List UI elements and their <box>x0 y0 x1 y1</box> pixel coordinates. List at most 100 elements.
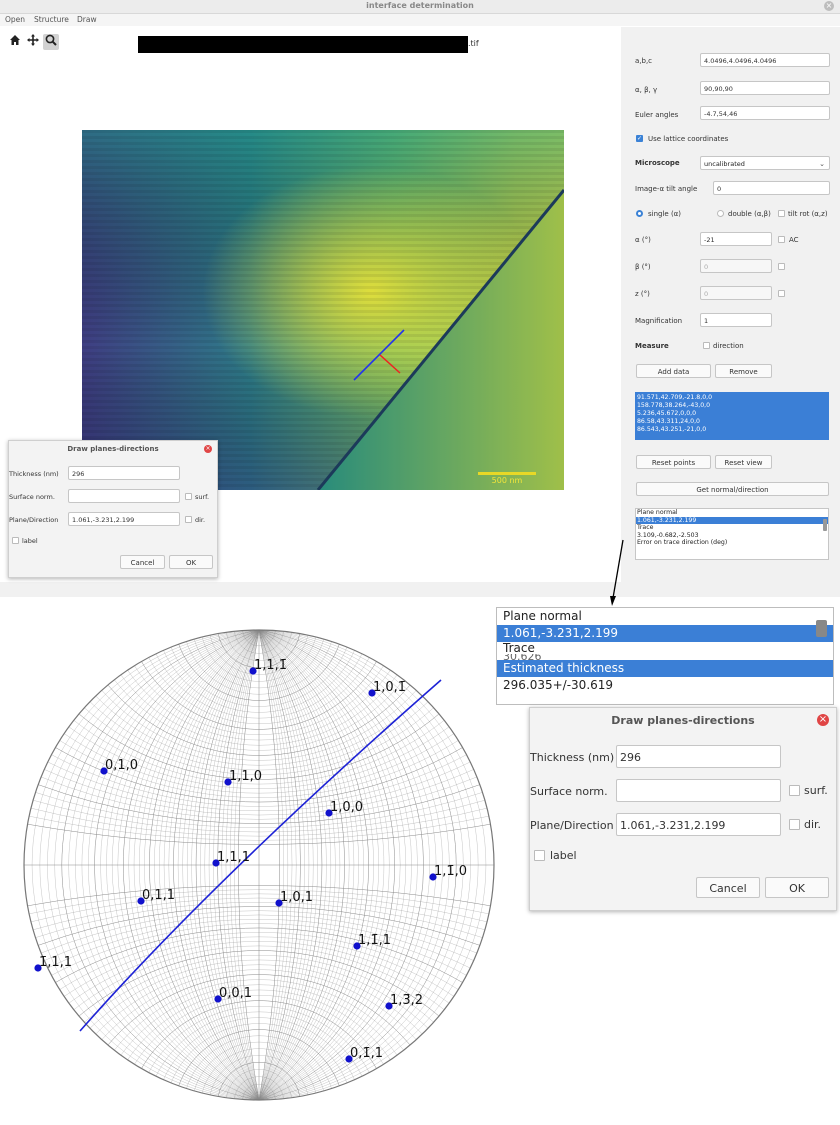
angles-input[interactable]: 90,90,90 <box>700 81 830 95</box>
list-item[interactable]: Trace <box>637 524 654 531</box>
close-icon[interactable]: × <box>817 714 829 726</box>
ac-checkbox[interactable] <box>778 236 785 243</box>
alpha-input[interactable]: -21 <box>700 232 772 246</box>
list-item-partial[interactable]: 30.626 <box>497 654 833 660</box>
dir-label: dir. <box>195 516 206 524</box>
pole-label: 1,0,1 <box>280 890 313 905</box>
menu-structure[interactable]: Structure <box>34 15 69 24</box>
single-radio[interactable] <box>636 210 643 217</box>
direction-checkbox[interactable] <box>703 342 710 349</box>
pole-marker <box>100 767 108 775</box>
list-item[interactable]: 86.58,43.311,24,0,0 <box>637 418 700 425</box>
pole-label: 0,1,0 <box>105 758 138 773</box>
plane-input[interactable]: 1.061,-3.231,2.199 <box>68 512 180 526</box>
z-checkbox[interactable] <box>778 290 785 297</box>
abc-input[interactable]: 4.0496,4.0496,4.0496 <box>700 53 830 67</box>
list-item[interactable]: 86.543,43.251,-21,0,0 <box>637 426 707 433</box>
results-scrollbar[interactable] <box>823 519 827 531</box>
pole-marker <box>137 897 145 905</box>
zoom-scrollbar[interactable] <box>816 620 827 637</box>
add-data-button[interactable]: Add data <box>636 364 711 378</box>
list-item[interactable]: 1.061,-3.231,2.199 <box>497 625 833 642</box>
microscope-label: Microscope <box>635 159 680 167</box>
lattice-label: Use lattice coordinates <box>648 135 729 143</box>
zoom-icon[interactable] <box>43 34 59 50</box>
micrograph-image[interactable] <box>82 130 564 490</box>
scale-bar <box>478 472 536 475</box>
pole-label: 1,0,1̄ <box>373 680 406 695</box>
plane-label: Plane/Direction <box>9 516 59 524</box>
list-item[interactable]: 158.778,38.264,-43,0,0 <box>637 402 711 409</box>
window-close-icon[interactable]: × <box>824 1 834 11</box>
z-label: z (°) <box>635 290 650 298</box>
tiltrot-checkbox[interactable] <box>778 210 785 217</box>
list-item[interactable]: 1.061,-3.231,2.199 <box>636 516 828 524</box>
pole-marker <box>325 809 333 817</box>
surface-input[interactable] <box>616 779 781 802</box>
dir-checkbox[interactable] <box>185 516 192 523</box>
beta-input[interactable]: 0 <box>700 259 772 273</box>
ok-button[interactable]: OK <box>765 877 829 898</box>
dir-checkbox[interactable] <box>789 819 800 830</box>
surf-checkbox[interactable] <box>789 785 800 796</box>
ac-label: AC <box>789 236 799 244</box>
label-checkbox[interactable] <box>534 850 545 861</box>
thickness-input[interactable]: 296 <box>68 466 180 480</box>
remove-button[interactable]: Remove <box>715 364 772 378</box>
pole-label: 1,1,1 <box>217 850 250 865</box>
cancel-button[interactable]: Cancel <box>696 877 760 898</box>
pan-icon[interactable] <box>25 34 41 50</box>
angles-label: α, β, γ <box>635 86 658 94</box>
menu-open[interactable]: Open <box>5 15 26 24</box>
list-item[interactable]: Trace <box>503 641 535 655</box>
cancel-button[interactable]: Cancel <box>120 555 165 569</box>
label-label: label <box>22 537 38 545</box>
surf-checkbox[interactable] <box>185 493 192 500</box>
microscope-select[interactable]: uncalibrated ⌄ <box>700 156 830 170</box>
list-item[interactable]: 3.109,-0.682,-2.503 <box>637 531 699 539</box>
mag-input[interactable]: 1 <box>700 313 772 327</box>
results-list[interactable]: Plane normal 1.061,-3.231,2.199 Trace 3.… <box>635 508 829 560</box>
close-icon[interactable]: × <box>204 445 212 453</box>
double-radio[interactable] <box>717 210 724 217</box>
list-item[interactable]: Estimated thickness <box>497 660 833 677</box>
list-item[interactable]: 91.571,42.709,-21.8,0,0 <box>637 394 713 401</box>
redacted-filename <box>138 36 468 53</box>
thickness-label: Thickness (nm) <box>9 470 59 478</box>
get-normal-button[interactable]: Get normal/direction <box>636 482 829 496</box>
wulff-net-grid <box>24 629 494 1101</box>
reset-view-button[interactable]: Reset view <box>715 455 772 469</box>
surface-input[interactable] <box>68 489 180 503</box>
list-item[interactable]: Plane normal <box>503 609 582 623</box>
beta-checkbox[interactable] <box>778 263 785 270</box>
alpha-label: α (°) <box>635 236 651 244</box>
mag-label: Magnification <box>635 317 683 325</box>
tiltrot-label: tilt rot (α,z) <box>788 210 828 218</box>
pole-label: 1,0,0 <box>330 800 363 815</box>
reset-points-button[interactable]: Reset points <box>636 455 711 469</box>
plane-input[interactable]: 1.061,-3.231,2.199 <box>616 813 781 836</box>
label-label: label <box>550 849 577 862</box>
home-icon[interactable] <box>7 34 23 50</box>
thickness-input[interactable]: 296 <box>616 745 781 768</box>
ok-button[interactable]: OK <box>169 555 213 569</box>
list-item[interactable]: Error on trace direction (deg) <box>637 539 728 546</box>
list-item[interactable]: Plane normal <box>637 509 678 516</box>
single-label: single (α) <box>648 210 682 218</box>
z-input[interactable]: 0 <box>700 286 772 300</box>
label-checkbox[interactable] <box>12 537 19 544</box>
beta-label: β (°) <box>635 263 651 271</box>
draw-dialog-small: Draw planes-directions × Thickness (nm) … <box>8 440 218 578</box>
zoomed-results-list[interactable]: Plane normal 1.061,-3.231,2.199 Trace 30… <box>496 607 834 705</box>
lattice-checkbox[interactable]: ✓ <box>636 135 643 142</box>
euler-input[interactable]: -4.7,54,46 <box>700 106 830 120</box>
list-item[interactable]: 5.236,45.672,0,0,0 <box>637 410 697 417</box>
menu-draw[interactable]: Draw <box>77 15 97 24</box>
tilt-input[interactable]: 0 <box>713 181 830 195</box>
stereographic-projection[interactable]: 1,1,1̄ 1,0,1̄ 0,1,0 1,1,0 1,0,0 1,1,1 1,1̄,0 0,… <box>0 597 500 1125</box>
projection-circle <box>23 629 495 1101</box>
scale-bar-label: 500 nm <box>491 476 523 485</box>
data-list[interactable]: 91.571,42.709,-21.8,0,0 158.778,38.264,-… <box>635 392 829 440</box>
pole-marker <box>214 995 222 1003</box>
list-item[interactable]: 296.035+/-30.619 <box>503 678 614 692</box>
